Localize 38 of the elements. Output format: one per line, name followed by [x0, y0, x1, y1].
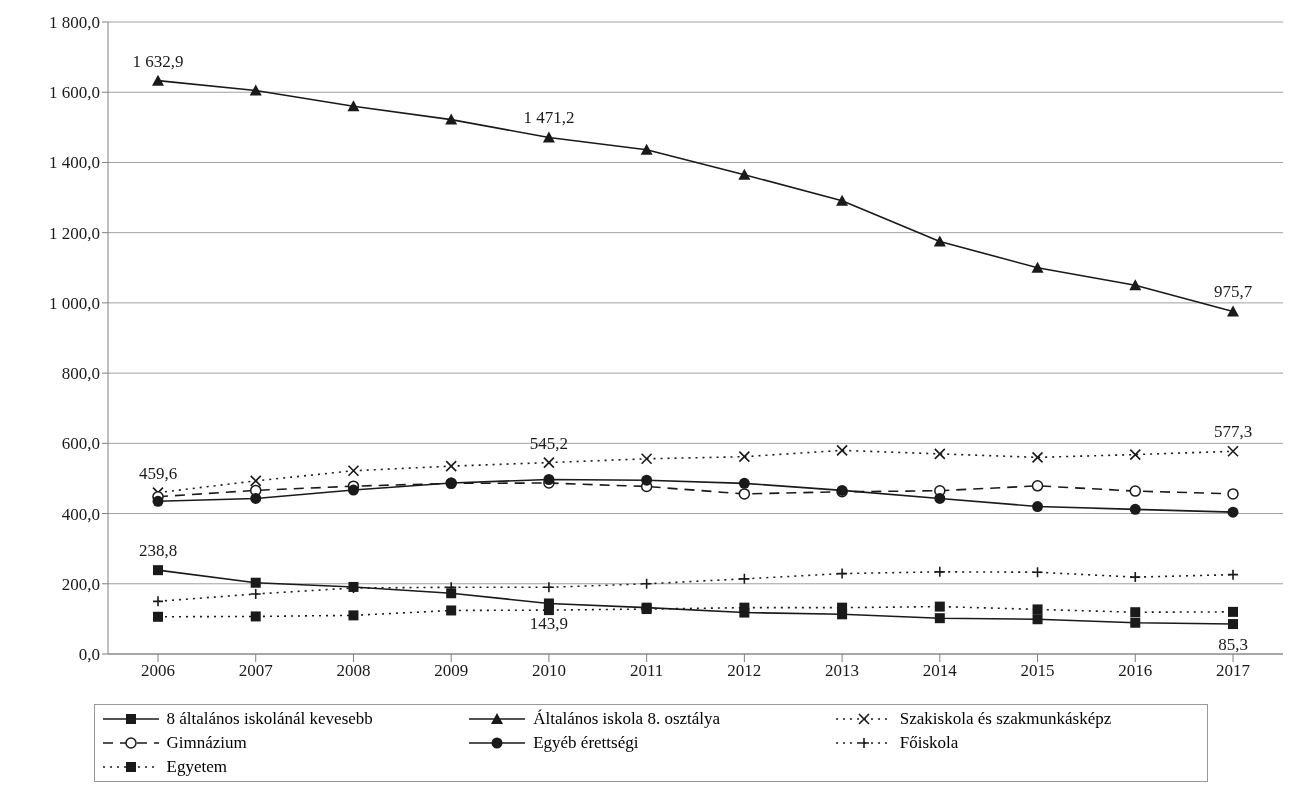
x-tick-label: 2012	[727, 661, 762, 681]
data-label: 545,2	[529, 433, 569, 453]
x-tick-label: 2013	[825, 661, 860, 681]
data-label: 459,6	[138, 463, 178, 483]
y-tick-label: 600,0	[61, 434, 100, 454]
legend-label: Gimnázium	[166, 733, 247, 753]
legend-label: Egyetem	[166, 757, 227, 777]
data-label: 577,3	[1213, 422, 1253, 442]
data-label: 1 471,2	[523, 108, 575, 128]
legend-label: Egyéb érettségi	[533, 733, 639, 753]
x-tick-label: 2007	[238, 661, 274, 681]
y-tick-label: 1 000,0	[49, 293, 100, 313]
y-tick-label: 0,0	[78, 645, 100, 665]
y-tick-label: 200,0	[61, 574, 100, 594]
legend-label: Általános iskola 8. osztálya	[533, 709, 721, 729]
y-tick-label: 1 400,0	[49, 153, 100, 173]
y-tick-label: 400,0	[61, 504, 100, 524]
legend-label: Szakiskola és szakmunkásképz	[899, 709, 1112, 729]
x-tick-label: 2008	[336, 661, 371, 681]
x-tick-label: 2011	[629, 661, 664, 681]
legend-label: Főiskola	[899, 733, 959, 753]
data-label: 238,8	[138, 541, 178, 561]
data-label: 975,7	[1213, 282, 1253, 302]
y-tick-label: 1 200,0	[49, 223, 100, 243]
x-tick-label: 2015	[1020, 661, 1055, 681]
x-tick-label: 2014	[922, 661, 958, 681]
data-label: 1 632,9	[132, 51, 184, 71]
data-label: 85,3	[1218, 635, 1248, 655]
data-label: 143,9	[529, 614, 569, 634]
y-tick-label: 1 600,0	[49, 83, 100, 103]
legend-label: 8 általános iskolánál kevesebb	[166, 709, 373, 729]
y-tick-label: 800,0	[61, 364, 100, 384]
x-tick-label: 2010	[531, 661, 566, 681]
x-tick-label: 2016	[1118, 661, 1153, 681]
x-tick-label: 2017	[1216, 661, 1251, 681]
x-tick-label: 2009	[434, 661, 469, 681]
x-tick-label: 2006	[141, 661, 175, 681]
y-tick-label: 1 800,0	[49, 13, 100, 33]
